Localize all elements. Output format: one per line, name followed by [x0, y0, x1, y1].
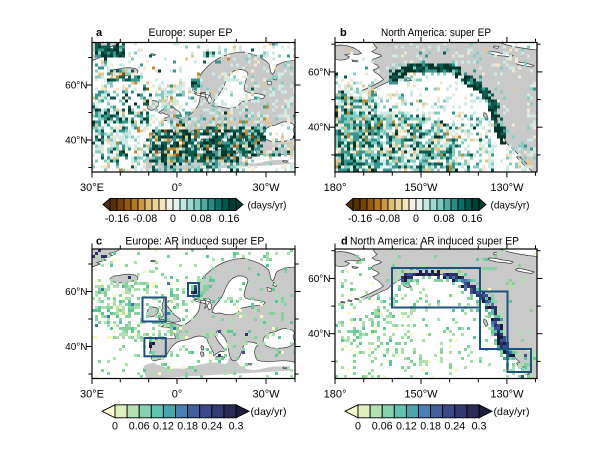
svg-text:(days/yr): (days/yr): [491, 199, 530, 211]
svg-text:-0.08: -0.08: [133, 213, 157, 225]
svg-text:0.06: 0.06: [372, 421, 393, 433]
svg-text:c: c: [96, 235, 102, 247]
svg-text:0.12: 0.12: [396, 421, 417, 433]
svg-text:30°E: 30°E: [80, 182, 104, 194]
svg-text:150°W: 150°W: [404, 182, 438, 194]
svg-text:0.16: 0.16: [219, 213, 240, 225]
svg-text:40°N: 40°N: [308, 123, 330, 134]
svg-text:40°N: 40°N: [65, 342, 87, 353]
svg-text:a: a: [96, 27, 103, 39]
svg-text:130°W: 130°W: [490, 389, 524, 401]
svg-text:0: 0: [170, 213, 176, 225]
svg-text:60°N: 60°N: [308, 67, 330, 78]
svg-text:North America: super EP: North America: super EP: [381, 27, 491, 39]
svg-text:0°: 0°: [172, 182, 183, 194]
svg-text:0: 0: [413, 213, 419, 225]
svg-text:0.24: 0.24: [444, 421, 465, 433]
svg-text:0.12: 0.12: [153, 421, 174, 433]
svg-text:0.18: 0.18: [177, 421, 198, 433]
svg-text:180°: 180°: [324, 389, 347, 401]
svg-text:0.08: 0.08: [191, 213, 212, 225]
svg-text:Europe: AR induced super EP: Europe: AR induced super EP: [125, 235, 264, 247]
svg-text:0.3: 0.3: [472, 421, 487, 433]
svg-text:30°W: 30°W: [252, 389, 280, 401]
svg-text:-0.16: -0.16: [348, 213, 372, 225]
svg-text:North America: AR induced supe: North America: AR induced super EP: [350, 235, 519, 247]
svg-text:(day/yr): (day/yr): [494, 406, 530, 418]
svg-text:60°N: 60°N: [65, 287, 87, 298]
svg-text:40°N: 40°N: [65, 136, 87, 147]
svg-text:-0.08: -0.08: [376, 213, 400, 225]
svg-text:150°W: 150°W: [404, 389, 438, 401]
svg-text:130°W: 130°W: [490, 182, 524, 194]
svg-text:0: 0: [112, 421, 118, 433]
svg-text:0: 0: [355, 421, 361, 433]
svg-text:0°: 0°: [172, 389, 183, 401]
svg-text:-0.16: -0.16: [105, 213, 129, 225]
svg-text:0.16: 0.16: [462, 213, 483, 225]
svg-text:(days/yr): (days/yr): [248, 199, 287, 211]
svg-text:60°N: 60°N: [308, 274, 330, 285]
svg-text:0.24: 0.24: [201, 421, 222, 433]
svg-text:0.08: 0.08: [434, 213, 455, 225]
svg-text:30°W: 30°W: [252, 182, 280, 194]
svg-text:(day/yr): (day/yr): [251, 406, 287, 418]
svg-text:180°: 180°: [324, 182, 347, 194]
svg-text:40°N: 40°N: [308, 329, 330, 340]
svg-text:0.18: 0.18: [420, 421, 441, 433]
svg-text:0.06: 0.06: [129, 421, 150, 433]
svg-text:30°E: 30°E: [80, 389, 104, 401]
svg-text:60°N: 60°N: [65, 81, 87, 92]
svg-text:d: d: [341, 235, 348, 247]
svg-text:Europe: super EP: Europe: super EP: [149, 27, 233, 39]
svg-text:b: b: [340, 27, 347, 39]
svg-text:0.3: 0.3: [229, 421, 244, 433]
